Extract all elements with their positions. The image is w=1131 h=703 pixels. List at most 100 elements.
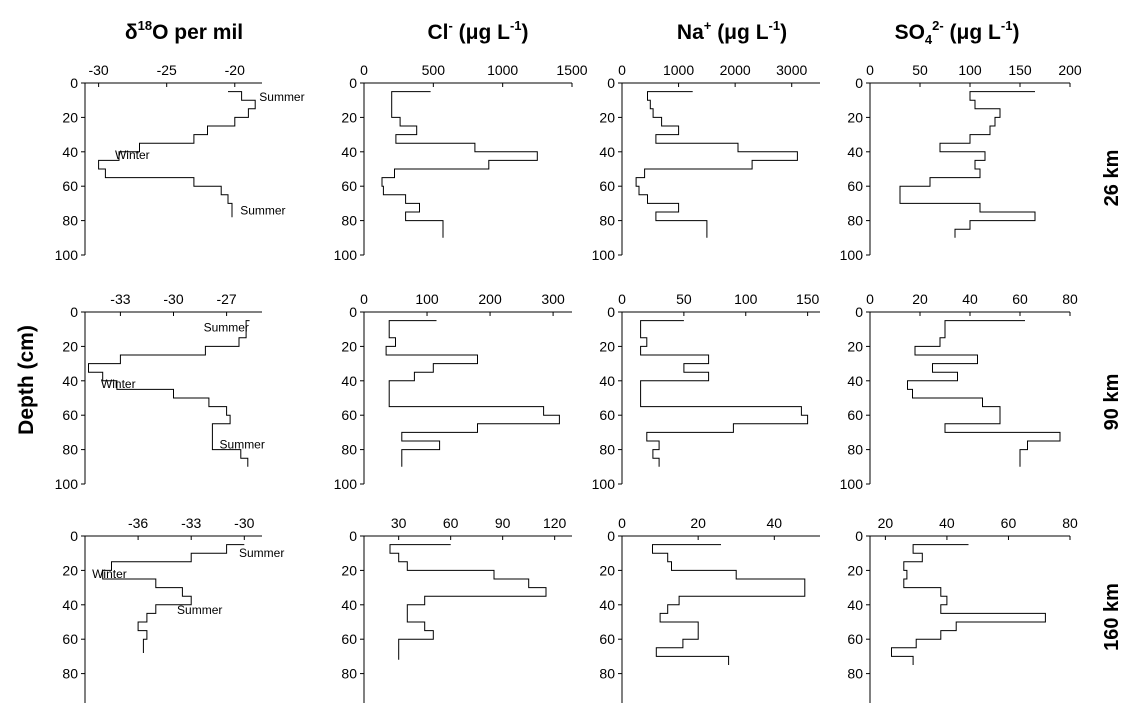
profile-line <box>891 544 1046 665</box>
x-tick-label: 100 <box>415 291 439 307</box>
column-title-part: Cl <box>427 21 448 44</box>
column-title-part: (μg L <box>944 21 1001 44</box>
x-tick-label: 0 <box>618 62 626 78</box>
y-tick-label: 20 <box>847 338 863 354</box>
y-tick-label: 20 <box>599 109 615 125</box>
panel-1-1: 0 100 200 300 0 20 40 60 80 100 <box>334 291 572 492</box>
y-tick-label: 40 <box>847 597 863 613</box>
season-annotation: Summer <box>177 603 222 617</box>
y-tick-label: 80 <box>599 666 615 682</box>
y-tick-label: 20 <box>599 338 615 354</box>
y-tick-label: 60 <box>62 407 78 423</box>
column-title-part: (μg L <box>453 21 510 44</box>
y-tick-label: 40 <box>599 597 615 613</box>
column-title-part: 2- <box>932 18 944 33</box>
column-title-part: 18 <box>138 18 152 33</box>
y-tick-label: 0 <box>607 75 615 91</box>
x-tick-label: 200 <box>1058 62 1082 78</box>
y-tick-label: 20 <box>847 562 863 578</box>
y-tick-label: 20 <box>62 338 78 354</box>
profile-line <box>907 320 1061 467</box>
profile-line <box>640 320 809 467</box>
y-tick-label: 100 <box>592 247 616 263</box>
panels: -30 -25 -20 0 20 40 60 80 100 Summer Winter Summer 0… <box>55 62 1082 703</box>
x-tick-label: 60 <box>1001 515 1017 531</box>
y-tick-label: 60 <box>341 178 357 194</box>
row-label-0: 26 km <box>1101 150 1123 207</box>
x-tick-label: -36 <box>128 515 148 531</box>
x-tick-label: 20 <box>690 515 706 531</box>
column-title-part: ) <box>1012 21 1019 44</box>
profile-line <box>88 320 250 467</box>
y-tick-label: 60 <box>847 407 863 423</box>
column-title-part: (μg L <box>711 21 768 44</box>
profile-line <box>98 91 256 218</box>
panel-2-1: 30 60 90 120 0 20 40 60 80 100 <box>334 515 572 703</box>
column-title-part: Na <box>677 21 704 44</box>
column-title-part: O per mil <box>152 21 243 44</box>
x-tick-label: 2000 <box>720 62 751 78</box>
x-tick-label: 50 <box>912 62 928 78</box>
x-tick-label: 80 <box>1062 515 1078 531</box>
y-tick-label: 0 <box>607 528 615 544</box>
x-tick-label: 0 <box>618 515 626 531</box>
x-tick-label: 0 <box>866 62 874 78</box>
x-tick-label: 40 <box>767 515 783 531</box>
y-tick-label: 80 <box>847 442 863 458</box>
x-tick-label: 500 <box>422 62 446 78</box>
y-tick-label: 60 <box>341 407 357 423</box>
x-tick-label: 300 <box>541 291 565 307</box>
season-annotation: Summer <box>239 546 284 560</box>
y-tick-label: 0 <box>855 304 863 320</box>
y-tick-label: 100 <box>55 700 79 703</box>
profile-line <box>635 91 798 238</box>
y-tick-label: 0 <box>70 528 78 544</box>
y-tick-label: 0 <box>70 304 78 320</box>
y-tick-label: 0 <box>855 75 863 91</box>
x-tick-label: 1000 <box>663 62 694 78</box>
column-title-part: -1 <box>510 18 522 33</box>
column-title-part: SO <box>895 21 925 44</box>
column-title-Na: Na+ (μg L-1) <box>677 18 787 44</box>
x-tick-label: 60 <box>1012 291 1028 307</box>
y-tick-label: 80 <box>599 213 615 229</box>
y-tick-label: 40 <box>62 597 78 613</box>
profile-line <box>899 91 1036 238</box>
y-tick-label: 40 <box>341 373 357 389</box>
y-tick-label: 80 <box>599 442 615 458</box>
profile-line <box>389 544 547 660</box>
y-tick-label: 100 <box>840 700 864 703</box>
x-tick-label: -30 <box>88 62 108 78</box>
y-tick-label: 0 <box>855 528 863 544</box>
y-tick-label: 40 <box>599 144 615 160</box>
column-title-part: ) <box>780 21 787 44</box>
panel-0-3: 0 50 100 150 200 0 20 40 60 80 100 <box>840 62 1082 263</box>
y-tick-label: 60 <box>62 178 78 194</box>
column-titles: δ18O per mil Cl- (μg L-1) Na+ (μg L-1) SO42… <box>125 18 1020 47</box>
panel-2-0: -36 -33 -30 0 20 40 60 80 100 Summer Winter Summer <box>55 515 284 703</box>
x-tick-label: 1000 <box>487 62 518 78</box>
panel-1-2: 0 50 100 150 0 20 40 60 80 100 <box>592 291 820 492</box>
season-annotation: Summer <box>259 90 304 104</box>
y-tick-label: 60 <box>599 178 615 194</box>
x-tick-label: 60 <box>443 515 459 531</box>
y-tick-label: 100 <box>840 476 864 492</box>
y-tick-label: 80 <box>341 442 357 458</box>
x-tick-label: 20 <box>878 515 894 531</box>
column-title-part: -1 <box>1001 18 1013 33</box>
panel-1-3: 0 20 40 60 80 0 20 40 60 80 100 <box>840 291 1078 492</box>
y-tick-label: 60 <box>599 407 615 423</box>
y-tick-label: 0 <box>349 304 357 320</box>
column-title-part: δ <box>125 21 138 44</box>
y-tick-label: 40 <box>847 144 863 160</box>
y-tick-label: 20 <box>847 109 863 125</box>
x-tick-label: 90 <box>495 515 511 531</box>
profile-line <box>652 544 806 665</box>
profile-line <box>381 91 538 238</box>
x-tick-label: -33 <box>110 291 130 307</box>
column-title-d18O: δ18O per mil <box>125 18 243 44</box>
y-tick-label: 80 <box>847 213 863 229</box>
x-tick-label: 1500 <box>556 62 587 78</box>
season-annotation: Winter <box>101 377 136 391</box>
